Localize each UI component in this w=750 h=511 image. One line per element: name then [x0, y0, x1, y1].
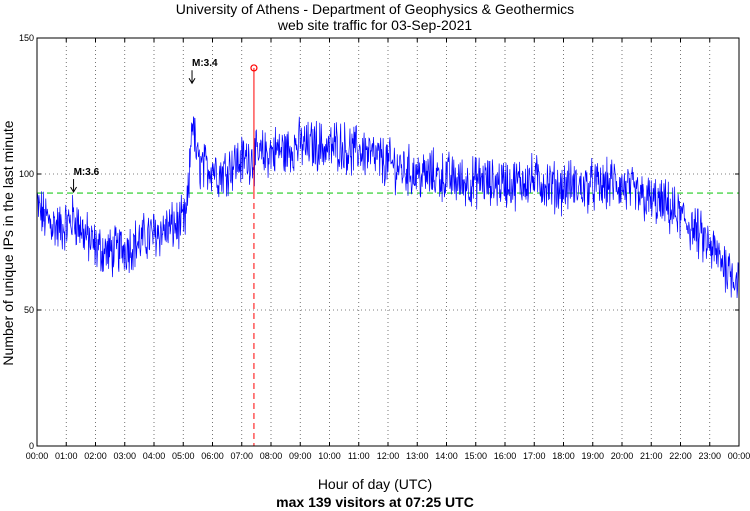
max-marker-group	[250, 64, 258, 446]
x-tick-label: 07:00	[230, 451, 253, 461]
chart-title-line1: University of Athens - Department of Geo…	[175, 1, 575, 17]
y-tick-label: 50	[24, 305, 34, 315]
annotations-group: M:3.6 M:3.4	[70, 58, 218, 194]
x-tick-label: 22:00	[669, 451, 692, 461]
annotation-arrow-head	[70, 186, 77, 194]
x-tick-label: 03:00	[113, 451, 136, 461]
x-tick-label: 16:00	[494, 451, 517, 461]
x-tick-label: 21:00	[640, 451, 663, 461]
x-tick-label: 04:00	[143, 451, 166, 461]
x-tick-label: 10:00	[318, 451, 341, 461]
x-tick-label: 06:00	[201, 451, 224, 461]
x-tick-label: 09:00	[289, 451, 312, 461]
series-group	[36, 116, 740, 299]
earthquake-annotation-label: M:3.4	[192, 58, 218, 69]
x-axis-label: Hour of day (UTC)	[317, 476, 433, 492]
series-line-unique-ips	[36, 116, 740, 299]
earthquake-annotation-label: M:3.6	[74, 167, 100, 178]
x-tick-label: 14:00	[435, 451, 458, 461]
axis-ticks: 00:00 01:00 02:00 03:00 04:00 05:00 06:00 07:00…	[19, 33, 750, 461]
x-tick-label: 17:00	[523, 451, 546, 461]
x-tick-label: 05:00	[172, 451, 195, 461]
y-axis-label-container: Number of unique IPs in the last minute	[0, 0, 20, 511]
x-tick-label: 12:00	[377, 451, 400, 461]
x-tick-label: 11:00	[348, 451, 370, 461]
x-tick-label: 15:00	[464, 451, 487, 461]
grid	[37, 38, 739, 446]
annotation-arrow-head	[188, 77, 196, 85]
y-tick-label: 100	[19, 169, 34, 179]
y-tick-label: 150	[19, 33, 34, 43]
x-tick-label: 19:00	[581, 451, 604, 461]
x-tick-label: 13:00	[406, 451, 429, 461]
max-visitors-caption: max 139 visitors at 07:25 UTC	[276, 494, 474, 510]
x-tick-label: 08:00	[260, 451, 283, 461]
x-tick-label: 00:00	[26, 451, 49, 461]
x-tick-label: 01:00	[55, 451, 78, 461]
chart-title-line2: web site traffic for 03-Sep-2021	[277, 17, 473, 33]
y-tick-label: 0	[29, 441, 34, 451]
x-tick-label: 23:00	[698, 451, 721, 461]
x-tick-label: 02:00	[84, 451, 107, 461]
max-marker-point	[250, 64, 258, 72]
x-tick-label: 20:00	[611, 451, 634, 461]
traffic-chart: M:3.6 M:3.4 00:00 01:00 02:00 03:00 04:00 05:0…	[19, 33, 750, 461]
x-tick-label: 00:00	[728, 451, 750, 461]
x-tick-label: 18:00	[552, 451, 575, 461]
y-axis-label: Number of unique IPs in the last minute	[0, 120, 16, 366]
